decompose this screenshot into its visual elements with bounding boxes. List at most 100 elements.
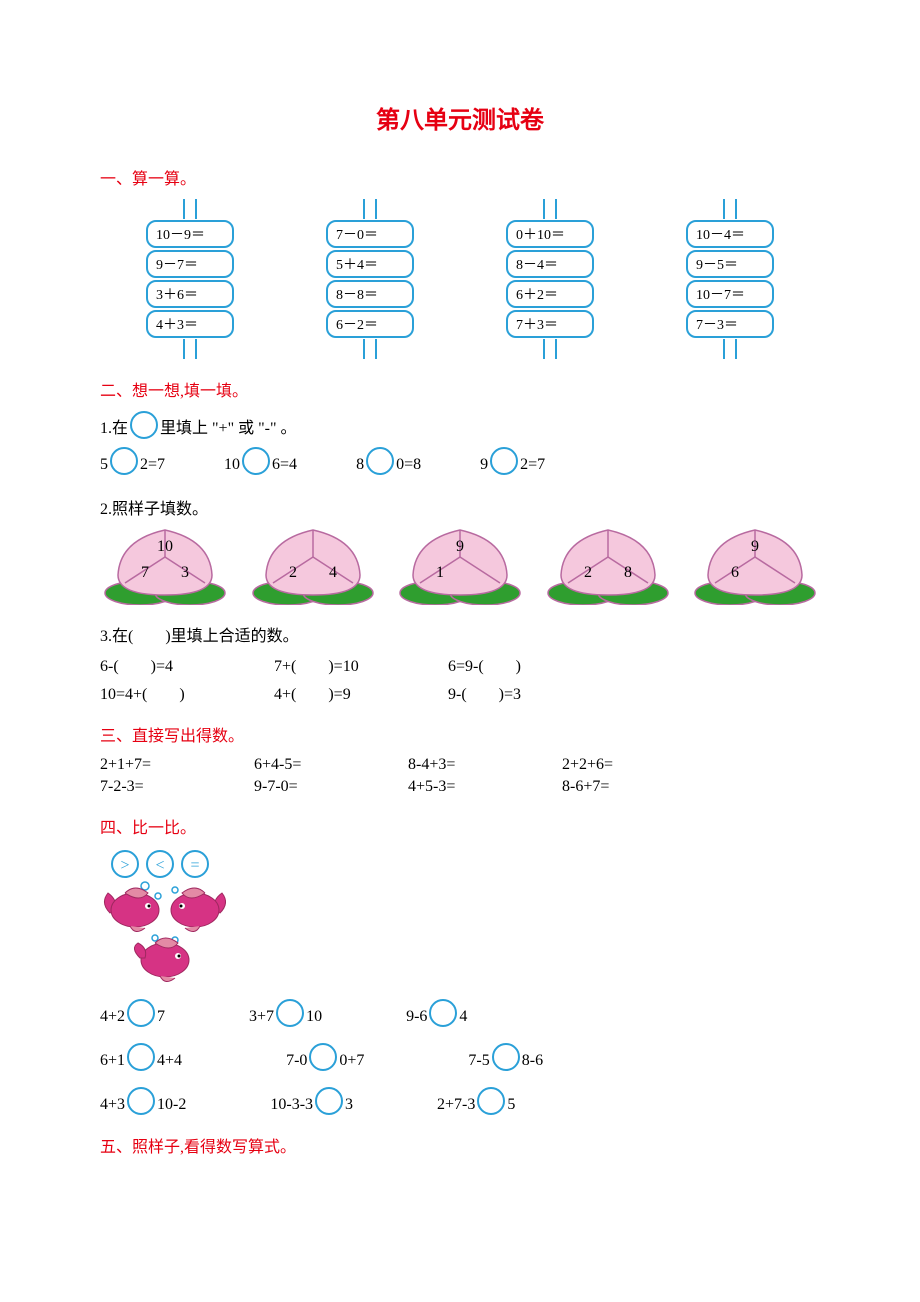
svg-text:9: 9 bbox=[751, 538, 759, 555]
num-b: 2=7 bbox=[140, 456, 165, 473]
cmp-row2: 6+14+4 7-00+7 7-58-6 bbox=[100, 1043, 820, 1071]
svg-text:1: 1 bbox=[436, 564, 444, 581]
cmp-item: 9-64 bbox=[406, 999, 467, 1027]
fish-right-icon bbox=[171, 888, 226, 932]
svg-text:9: 9 bbox=[456, 538, 464, 555]
calc-row1: 2+1+7= 6+4-5= 8-4+3= 2+2+6= bbox=[100, 756, 820, 774]
signpost-2: 7－0＝ 5＋4＝ 8－8＝ 6－2＝ bbox=[326, 199, 414, 359]
paren-item: 10=4+( ) bbox=[100, 680, 270, 704]
fish-svg: > < = bbox=[100, 848, 260, 988]
signpost-row: 10－9＝ 9－7＝ 3＋6＝ 4＋3＝ 7－0＝ 5＋4＝ 8－8＝ 6－2＝… bbox=[100, 199, 820, 359]
circle-icon bbox=[127, 1087, 155, 1115]
num-b: 6=4 bbox=[272, 456, 297, 473]
bubble-lt: < bbox=[155, 857, 164, 874]
plate: 3＋6＝ bbox=[146, 280, 234, 308]
num-a: 9 bbox=[480, 456, 488, 473]
circle-icon bbox=[309, 1043, 337, 1071]
signpost-3: 0＋10＝ 8－4＝ 6＋2＝ 7＋3＝ bbox=[506, 199, 594, 359]
calc-item: 7-2-3= bbox=[100, 778, 250, 796]
fish-figure: > < = bbox=[100, 848, 820, 993]
plate: 10－4＝ bbox=[686, 220, 774, 248]
cmp-item: 10-3-3 3 bbox=[270, 1087, 353, 1115]
expr-item: 9 2=7 bbox=[480, 447, 545, 475]
post bbox=[723, 199, 737, 219]
cmp-item: 4+2 7 bbox=[100, 999, 165, 1027]
svg-text:4: 4 bbox=[329, 564, 337, 581]
calc-item: 2+2+6= bbox=[562, 756, 712, 774]
post bbox=[183, 199, 197, 219]
cmp-row1: 4+2 7 3+710 9-64 bbox=[100, 999, 820, 1027]
signpost-1: 10－9＝ 9－7＝ 3＋6＝ 4＋3＝ bbox=[146, 199, 234, 359]
expr-item: 8 0=8 bbox=[356, 447, 421, 475]
peach-item: 10 7 3 bbox=[100, 525, 230, 610]
calc-item: 2+1+7= bbox=[100, 756, 250, 774]
paren-item: 6-( )=4 bbox=[100, 652, 270, 676]
paren-item: 4+( )=9 bbox=[274, 680, 444, 704]
section-4-head: 四、比一比。 bbox=[100, 814, 820, 838]
cmp-item: 6+14+4 bbox=[100, 1043, 182, 1071]
expr-item: 106=4 bbox=[224, 447, 297, 475]
post bbox=[363, 339, 377, 359]
plate: 10－9＝ bbox=[146, 220, 234, 248]
bubble-gt: > bbox=[120, 857, 129, 874]
plate: 10－7＝ bbox=[686, 280, 774, 308]
plate: 8－4＝ bbox=[506, 250, 594, 278]
circle-icon bbox=[130, 411, 158, 439]
peach-item: 9 1 bbox=[395, 525, 525, 610]
cmp-a: 7-0 bbox=[286, 1052, 307, 1069]
q2-1-label-b: 里填上 "+" 或 "-" 。 bbox=[160, 420, 296, 437]
circle-icon bbox=[492, 1043, 520, 1071]
peach-icon: 2 8 bbox=[543, 525, 673, 605]
cmp-a: 10-3-3 bbox=[270, 1096, 313, 1113]
section-3-head: 三、直接写出得数。 bbox=[100, 722, 820, 746]
plate: 5＋4＝ bbox=[326, 250, 414, 278]
cmp-b: 0+7 bbox=[339, 1052, 364, 1069]
num-a: 8 bbox=[356, 456, 364, 473]
cmp-item: 2+7-35 bbox=[437, 1087, 515, 1115]
circle-icon bbox=[429, 999, 457, 1027]
plate: 6－2＝ bbox=[326, 310, 414, 338]
cmp-a: 4+2 bbox=[100, 1008, 125, 1025]
q2-3-row1: 6-( )=4 7+( )=10 6=9-( ) bbox=[100, 652, 820, 676]
circle-icon bbox=[315, 1087, 343, 1115]
cmp-b: 3 bbox=[345, 1096, 353, 1113]
q2-1-label: 1.在里填上 "+" 或 "-" 。 bbox=[100, 411, 820, 439]
peach-item: 2 8 bbox=[543, 525, 673, 610]
plate: 7－3＝ bbox=[686, 310, 774, 338]
plate: 8－8＝ bbox=[326, 280, 414, 308]
q2-3-label: 3.在( )里填上合适的数。 bbox=[100, 622, 820, 646]
plate: 6＋2＝ bbox=[506, 280, 594, 308]
circle-icon bbox=[366, 447, 394, 475]
plate: 9－7＝ bbox=[146, 250, 234, 278]
circle-icon bbox=[110, 447, 138, 475]
cmp-b: 4 bbox=[459, 1008, 467, 1025]
cmp-a: 4+3 bbox=[100, 1096, 125, 1113]
calc-item: 4+5-3= bbox=[408, 778, 558, 796]
svg-text:7: 7 bbox=[141, 564, 149, 581]
q2-1-row: 52=7 106=4 80=8 92=7 bbox=[100, 447, 820, 475]
post bbox=[363, 199, 377, 219]
post bbox=[543, 339, 557, 359]
calc-item: 8-6+7= bbox=[562, 778, 712, 796]
fish-left-icon bbox=[104, 888, 159, 932]
post bbox=[183, 339, 197, 359]
section-2-head: 二、想一想,填一填。 bbox=[100, 377, 820, 401]
cmp-b: 7 bbox=[157, 1008, 165, 1025]
svg-text:3: 3 bbox=[181, 564, 189, 581]
circle-icon bbox=[276, 999, 304, 1027]
paren-item: 6=9-( ) bbox=[448, 652, 618, 676]
cmp-b: 10 bbox=[306, 1008, 322, 1025]
circle-icon bbox=[490, 447, 518, 475]
cmp-b: 5 bbox=[507, 1096, 515, 1113]
cmp-item: 3+710 bbox=[249, 999, 322, 1027]
post bbox=[723, 339, 737, 359]
post bbox=[543, 199, 557, 219]
num-b: 0=8 bbox=[396, 456, 421, 473]
circle-icon bbox=[477, 1087, 505, 1115]
num-b: 2=7 bbox=[520, 456, 545, 473]
svg-text:2: 2 bbox=[289, 564, 297, 581]
svg-text:2: 2 bbox=[584, 564, 592, 581]
circle-icon bbox=[127, 1043, 155, 1071]
page-title: 第八单元测试卷 bbox=[100, 100, 820, 135]
cmp-a: 7-5 bbox=[468, 1052, 489, 1069]
